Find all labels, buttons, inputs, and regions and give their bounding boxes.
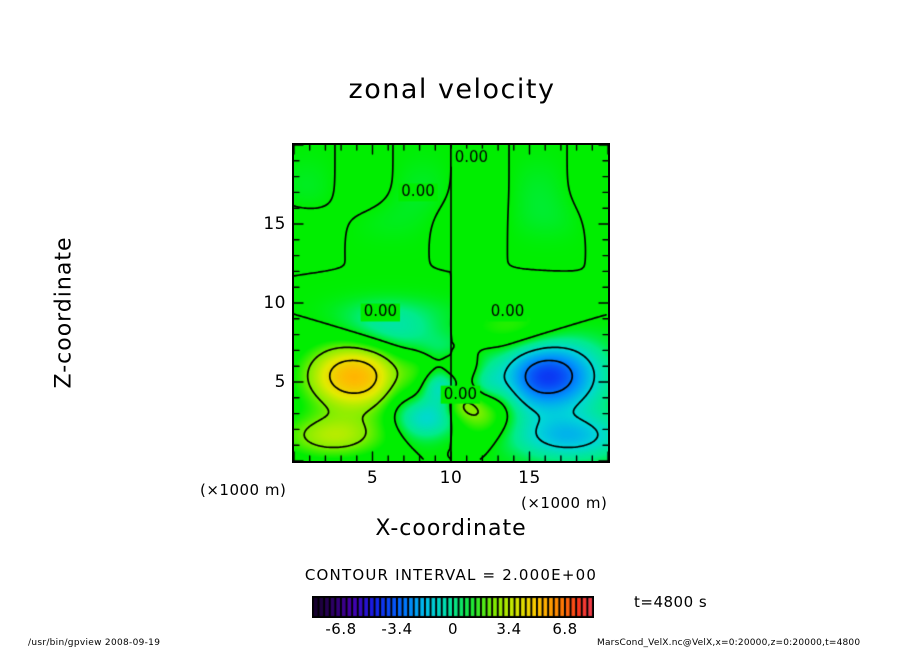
y-axis-title: Z-coordinate <box>51 236 77 389</box>
x-tick-label-10: 10 <box>439 468 463 488</box>
x-axis-title: X-coordinate <box>375 516 527 541</box>
colorbar-tick-label-pos68: 6.8 <box>552 620 578 638</box>
x-tick-label-5: 5 <box>366 468 379 488</box>
contour-interval-label: CONTOUR INTERVAL = 2.000E+00 <box>304 566 598 584</box>
time-stamp-label: t=4800 s <box>634 593 708 611</box>
colorbar-tick-label-neg34: -3.4 <box>381 620 413 638</box>
contour-plot-area[interactable] <box>292 143 610 463</box>
footer-dataset-label: MarsCond_VelX.nc@VelX,x=0:20000,z=0:2000… <box>597 638 861 648</box>
y-tick-label-10: 10 <box>263 293 286 313</box>
y-axis-units: (×1000 m) <box>200 481 287 499</box>
page-title: zonal velocity <box>348 74 556 105</box>
x-tick-label-15: 15 <box>518 468 541 488</box>
colorbar-tick-label-zero: 0 <box>447 620 459 638</box>
contour-field-canvas <box>294 145 608 461</box>
colorbar[interactable] <box>312 596 594 618</box>
y-tick-label-15: 15 <box>263 214 286 234</box>
footer-command-label: /usr/bin/gpview 2008-09-19 <box>28 638 161 648</box>
colorbar-tick-label-pos34: 3.4 <box>496 620 522 638</box>
colorbar-tick-label-neg68: -6.8 <box>325 620 357 638</box>
y-tick-label-5: 5 <box>274 372 286 392</box>
x-axis-units: (×1000 m) <box>521 494 608 512</box>
colorbar-gradient <box>313 597 593 617</box>
